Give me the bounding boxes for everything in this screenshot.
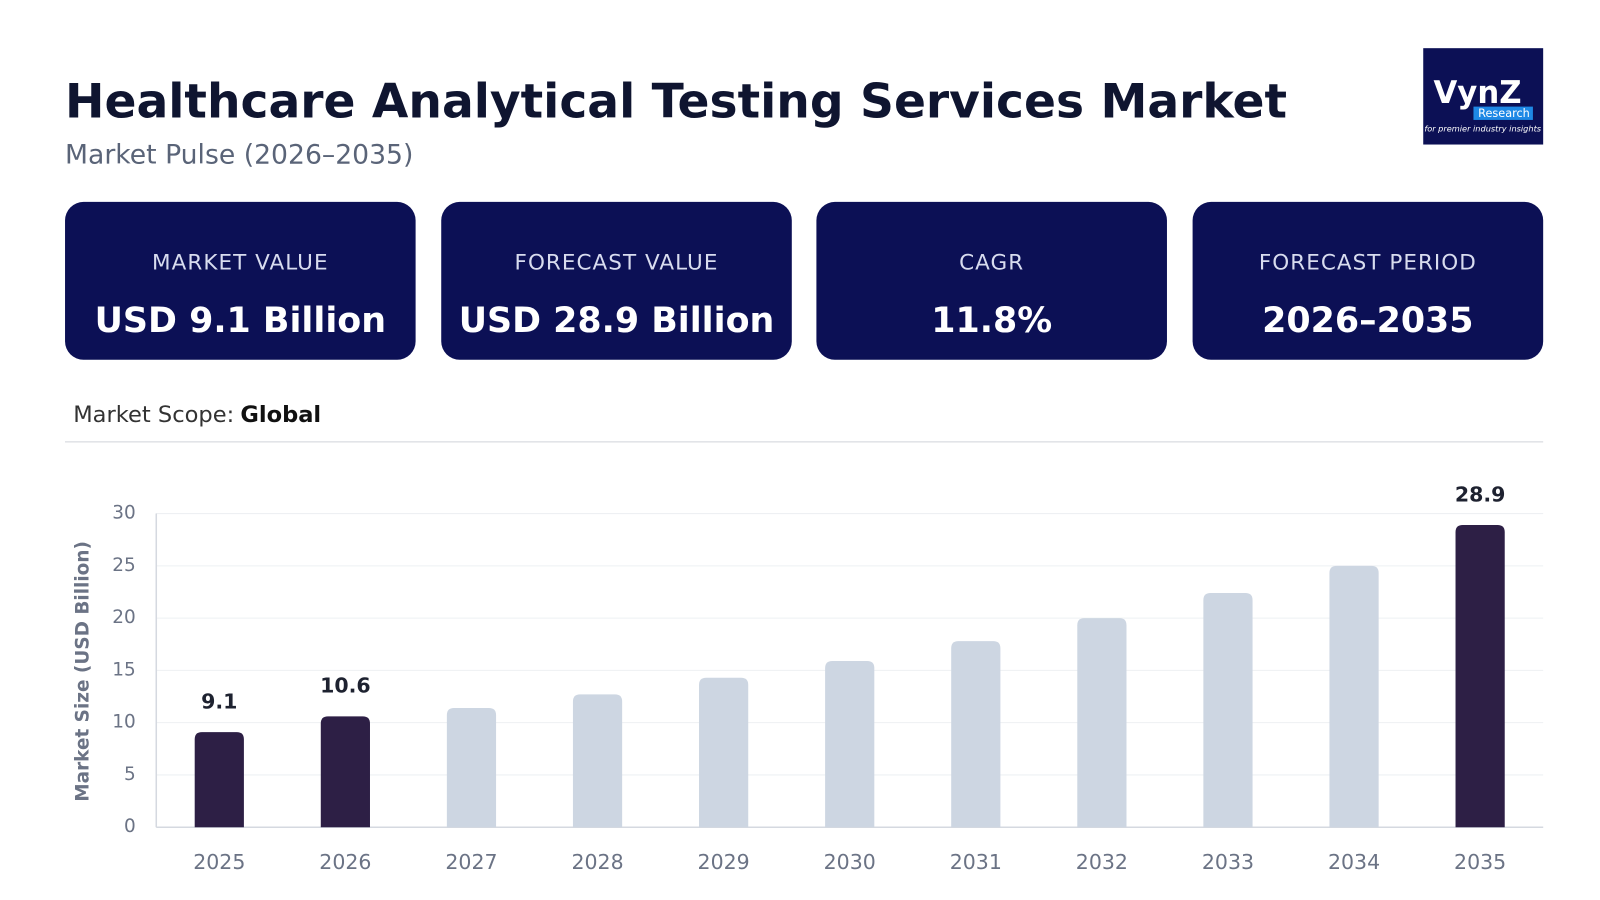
card-value: USD 28.9 Billion bbox=[459, 301, 775, 341]
x-tick-label: 2032 bbox=[1076, 850, 1128, 874]
scope: Market Scope: Global bbox=[73, 402, 321, 428]
subtitle: Market Pulse (2026–2035) bbox=[65, 139, 413, 170]
card-label: CAGR bbox=[959, 250, 1024, 275]
title: Healthcare Analytical Testing Services M… bbox=[65, 75, 1287, 130]
x-tick-label: 2029 bbox=[698, 850, 750, 874]
scope-label: Market Scope: bbox=[73, 402, 234, 428]
x-tick-label: 2028 bbox=[571, 850, 623, 874]
card bbox=[816, 201, 1167, 360]
x-tick-label: 2027 bbox=[445, 850, 497, 874]
card-label: FORECAST PERIOD bbox=[1259, 250, 1477, 275]
bar bbox=[446, 708, 497, 828]
bar bbox=[1455, 525, 1505, 828]
bar bbox=[951, 641, 1001, 828]
bar bbox=[1077, 618, 1127, 828]
y-tick-label: 5 bbox=[124, 764, 136, 785]
x-tick-label: 2031 bbox=[950, 850, 1002, 874]
logo-band bbox=[1473, 106, 1533, 120]
value-label: 28.9 bbox=[1455, 482, 1506, 506]
card-value: 11.8% bbox=[931, 301, 1052, 341]
y-tick-label: 15 bbox=[112, 659, 135, 680]
bar bbox=[1203, 593, 1253, 828]
x-tick-label: 2025 bbox=[193, 850, 245, 874]
card-label: FORECAST VALUE bbox=[515, 250, 719, 275]
y-tick-label: 10 bbox=[112, 712, 135, 733]
y-tick-label: 25 bbox=[112, 555, 135, 576]
bar bbox=[194, 732, 244, 828]
logo-box bbox=[1423, 48, 1544, 145]
bar bbox=[572, 694, 623, 828]
value-label: 9.1 bbox=[201, 689, 237, 713]
x-tick-label: 2034 bbox=[1328, 850, 1380, 874]
card-label: MARKET VALUE bbox=[152, 250, 329, 275]
cards: MARKET VALUE USD 9.1 Billion FORECAST VALU… bbox=[65, 201, 1544, 360]
card bbox=[441, 201, 792, 360]
logo-tagline: for premier industry insights bbox=[1424, 124, 1541, 134]
card bbox=[1192, 201, 1544, 360]
scope-value: Global bbox=[240, 402, 321, 428]
card bbox=[65, 201, 416, 360]
value-label: 10.6 bbox=[320, 674, 371, 698]
x-tick-label: 2030 bbox=[824, 850, 876, 874]
x-tick-label: 2026 bbox=[319, 850, 371, 874]
x-tick-label: 2033 bbox=[1202, 850, 1254, 874]
y-tick-label: 0 bbox=[124, 816, 136, 837]
y-tick-label: 30 bbox=[112, 503, 135, 524]
bar bbox=[1329, 565, 1379, 828]
logo-sub: Research bbox=[1478, 107, 1530, 120]
x-tick-label: 2035 bbox=[1454, 850, 1506, 874]
card-value: 2026–2035 bbox=[1262, 301, 1473, 341]
bar bbox=[320, 716, 370, 828]
card-value: USD 9.1 Billion bbox=[95, 301, 386, 341]
y-tick-label: 20 bbox=[112, 607, 135, 628]
bar bbox=[825, 660, 875, 828]
logo-name: VynZ bbox=[1433, 75, 1521, 111]
logo: VynZ Research for premier industry insig… bbox=[1423, 48, 1544, 145]
y-axis-label: Market Size (USD Billion) bbox=[72, 541, 93, 802]
bar bbox=[699, 677, 749, 828]
